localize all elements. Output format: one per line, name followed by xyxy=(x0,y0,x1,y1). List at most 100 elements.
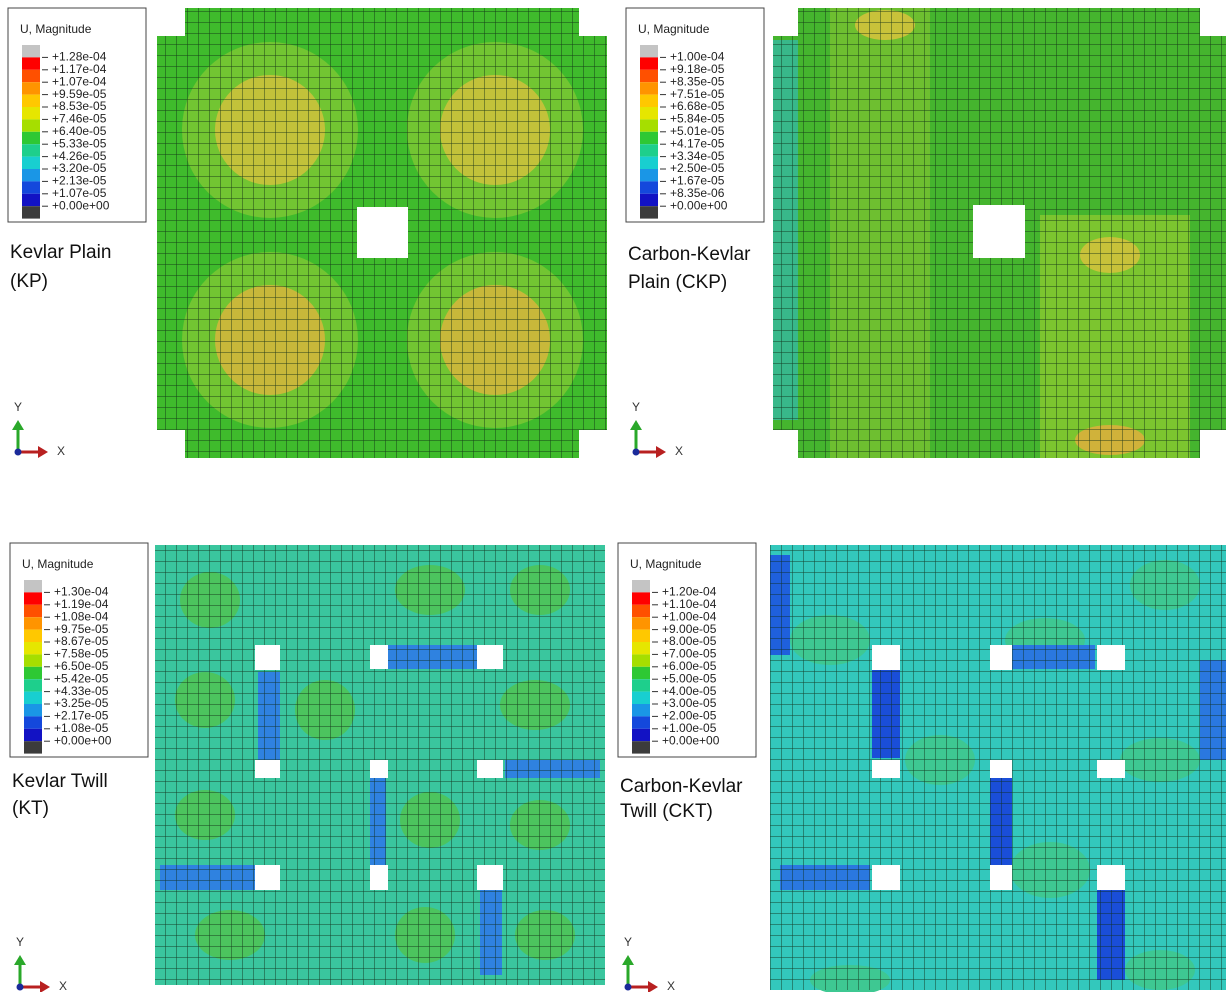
axis-x-label: X xyxy=(675,444,683,458)
legend-swatch xyxy=(640,206,658,218)
legend-swatch xyxy=(640,194,658,206)
axis-x-head xyxy=(40,981,50,992)
legend-swatch xyxy=(632,592,650,604)
mesh-ckp xyxy=(773,8,1226,458)
legend-swatch xyxy=(24,642,42,654)
legend-swatch xyxy=(24,716,42,728)
axis-x-head xyxy=(656,446,666,458)
legend-swatch xyxy=(22,194,40,206)
legend-swatch xyxy=(640,181,658,193)
panel: U, Magnitude+1.28e-04+1.17e-04+1.07e-04+… xyxy=(8,8,146,458)
legend-title: U, Magnitude xyxy=(20,22,92,36)
legend-swatch xyxy=(22,45,40,57)
axis-y-label: Y xyxy=(14,400,22,414)
panel-name: (KP) xyxy=(10,271,48,292)
legend-swatch xyxy=(640,45,658,57)
legend-label: +0.00e+00 xyxy=(662,733,720,747)
legend-swatch xyxy=(24,704,42,716)
legend-swatch xyxy=(22,82,40,94)
panel: U, Magnitude+1.00e-04+9.18e-05+8.35e-05+… xyxy=(626,8,764,458)
legend-swatch xyxy=(24,692,42,704)
mesh-ckt xyxy=(770,545,1226,992)
axis-x-head xyxy=(648,981,658,992)
mesh-kp xyxy=(157,8,607,458)
panel-name: Kevlar Plain xyxy=(10,242,111,263)
legend-swatch xyxy=(24,729,42,741)
axis-y-head xyxy=(14,955,26,965)
legend-swatch xyxy=(22,206,40,218)
axis-x-label: X xyxy=(667,979,675,992)
legend-swatch xyxy=(640,119,658,131)
legend-title: U, Magnitude xyxy=(638,22,710,36)
legend-swatch xyxy=(24,592,42,604)
legend-label: +0.00e+00 xyxy=(670,198,728,212)
legend-swatch xyxy=(22,181,40,193)
legend-swatch xyxy=(22,144,40,156)
legend-swatch xyxy=(22,107,40,119)
panel-name: Twill (CKT) xyxy=(620,801,713,822)
axis-y-label: Y xyxy=(16,935,24,949)
axis-x-label: X xyxy=(57,444,65,458)
panel-name: Kevlar Twill xyxy=(12,771,108,792)
legend-swatch xyxy=(640,169,658,181)
legend-swatch xyxy=(24,654,42,666)
legend-swatch xyxy=(640,57,658,69)
axis-origin xyxy=(633,449,640,456)
axis-y-head xyxy=(630,420,642,430)
axis-origin xyxy=(625,984,632,991)
legend-swatch xyxy=(24,667,42,679)
legend-swatch xyxy=(24,741,42,753)
legend-label: +0.00e+00 xyxy=(54,733,112,747)
legend-swatch xyxy=(640,70,658,82)
legend-swatch xyxy=(24,605,42,617)
legend-swatch xyxy=(22,132,40,144)
legend-swatch xyxy=(640,107,658,119)
legend-swatch xyxy=(632,605,650,617)
legend-swatch xyxy=(640,144,658,156)
legend-swatch xyxy=(632,704,650,716)
legend-swatch xyxy=(22,157,40,169)
legend-swatch xyxy=(22,119,40,131)
axis-y-head xyxy=(622,955,634,965)
legend-swatch xyxy=(632,716,650,728)
figure: U, Magnitude+1.28e-04+1.17e-04+1.07e-04+… xyxy=(0,0,1226,992)
legend-swatch xyxy=(640,95,658,107)
legend-swatch xyxy=(632,692,650,704)
legend-swatch xyxy=(24,679,42,691)
legend-swatch xyxy=(632,729,650,741)
axis-y-label: Y xyxy=(632,400,640,414)
legend-swatch xyxy=(640,82,658,94)
panel-name: (KT) xyxy=(12,798,49,819)
panel: U, Magnitude+1.30e-04+1.19e-04+1.08e-04+… xyxy=(10,543,148,992)
legend-swatch xyxy=(22,70,40,82)
legend-title: U, Magnitude xyxy=(630,557,702,571)
axis-origin xyxy=(15,449,22,456)
axis-origin xyxy=(17,984,24,991)
axis-x-label: X xyxy=(59,979,67,992)
legend-title: U, Magnitude xyxy=(22,557,94,571)
legend-swatch xyxy=(632,617,650,629)
legend-swatch xyxy=(24,617,42,629)
legend-swatch xyxy=(632,654,650,666)
panel-name: Carbon-Kevlar xyxy=(620,776,743,797)
legend-swatch xyxy=(640,132,658,144)
axis-y-head xyxy=(12,420,24,430)
panel-name: Carbon-Kevlar xyxy=(628,244,751,265)
legend-swatch xyxy=(22,57,40,69)
mesh-kt xyxy=(155,545,605,985)
panel: U, Magnitude+1.20e-04+1.10e-04+1.00e-04+… xyxy=(618,543,756,992)
legend-swatch xyxy=(24,630,42,642)
legend-swatch xyxy=(22,95,40,107)
axis-x-head xyxy=(38,446,48,458)
legend-swatch xyxy=(632,642,650,654)
legend-swatch xyxy=(632,580,650,592)
legend-swatch xyxy=(22,169,40,181)
axis-y-label: Y xyxy=(624,935,632,949)
legend-swatch xyxy=(640,157,658,169)
legend-label: +0.00e+00 xyxy=(52,198,110,212)
legend-swatch xyxy=(632,679,650,691)
panel-name: Plain (CKP) xyxy=(628,272,727,293)
legend-swatch xyxy=(632,630,650,642)
legend-swatch xyxy=(632,741,650,753)
legend-swatch xyxy=(632,667,650,679)
